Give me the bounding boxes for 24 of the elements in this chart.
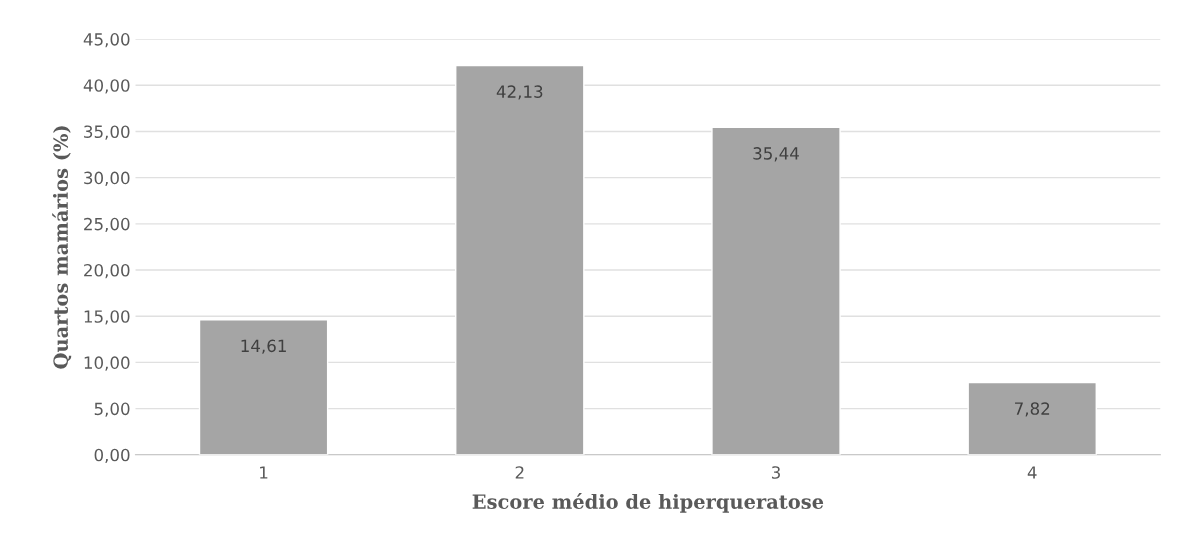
y-tick-label: 20,00 (84, 263, 130, 279)
y-tick-label: 15,00 (84, 310, 130, 325)
y-axis-title: Quartos mamários (%) (52, 126, 72, 369)
x-tick-label: 2 (515, 466, 524, 479)
bar (967, 381, 1097, 455)
x-tick-label: 3 (771, 466, 780, 479)
data-label: 7,82 (1015, 402, 1050, 417)
data-label: 42,13 (496, 85, 543, 100)
y-tick-label: 35,00 (84, 125, 130, 140)
y-tick-label: 0,00 (94, 448, 130, 464)
data-label: 14,61 (241, 339, 286, 354)
bar (198, 319, 329, 455)
x-tick-label: 4 (1027, 466, 1037, 479)
bar (711, 126, 841, 455)
x-axis-title: Escore médio de hiperqueratose (472, 493, 824, 513)
y-tick-label: 5,00 (94, 402, 130, 417)
y-tick-label: 45,00 (83, 33, 130, 48)
y-tick-label: 40,00 (83, 79, 130, 94)
y-tick-label: 25,00 (84, 217, 130, 233)
y-tick-label: 30,00 (84, 171, 130, 186)
y-tick-label: 10,00 (84, 356, 130, 371)
data-label: 35,44 (753, 147, 799, 162)
bar (455, 64, 585, 455)
x-tick-label: 1 (260, 466, 268, 479)
